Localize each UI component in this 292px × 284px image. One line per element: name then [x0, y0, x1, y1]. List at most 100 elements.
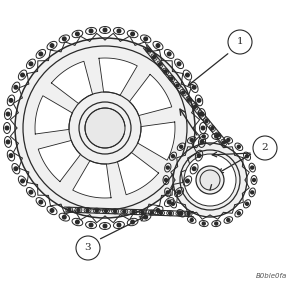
Polygon shape [129, 74, 172, 116]
Circle shape [215, 135, 218, 138]
Circle shape [132, 210, 135, 214]
Polygon shape [73, 161, 111, 198]
Circle shape [196, 166, 224, 194]
Polygon shape [38, 141, 81, 181]
Circle shape [171, 202, 175, 205]
Circle shape [180, 145, 183, 148]
Circle shape [167, 200, 171, 204]
Circle shape [29, 62, 33, 66]
Circle shape [200, 112, 204, 116]
Circle shape [180, 150, 240, 210]
Circle shape [227, 139, 230, 141]
Circle shape [147, 49, 150, 51]
Circle shape [50, 44, 54, 47]
Circle shape [211, 127, 214, 130]
Circle shape [205, 120, 208, 123]
Circle shape [166, 191, 169, 194]
Circle shape [170, 77, 173, 80]
Circle shape [190, 139, 193, 141]
Text: 2: 2 [262, 143, 268, 153]
Circle shape [182, 91, 185, 94]
Circle shape [177, 62, 181, 66]
Circle shape [237, 145, 240, 148]
Circle shape [95, 209, 98, 212]
Circle shape [29, 190, 33, 194]
Circle shape [5, 126, 9, 130]
Circle shape [89, 29, 93, 33]
Circle shape [156, 44, 160, 47]
Circle shape [103, 28, 107, 32]
Circle shape [251, 191, 254, 194]
Circle shape [197, 154, 201, 157]
Text: B0ble0fa: B0ble0fa [256, 273, 287, 279]
Circle shape [176, 84, 179, 87]
Circle shape [200, 140, 204, 144]
Circle shape [86, 209, 89, 212]
Circle shape [76, 220, 79, 224]
Circle shape [187, 212, 190, 215]
Circle shape [105, 210, 107, 212]
Circle shape [237, 212, 240, 215]
Polygon shape [138, 122, 175, 160]
Polygon shape [99, 58, 137, 95]
Circle shape [156, 209, 160, 212]
Circle shape [14, 85, 18, 89]
Circle shape [180, 212, 183, 215]
Circle shape [76, 236, 100, 260]
Text: 3: 3 [85, 243, 91, 252]
Circle shape [153, 56, 156, 59]
Circle shape [215, 222, 218, 225]
Circle shape [192, 167, 196, 170]
Circle shape [131, 32, 134, 36]
Circle shape [253, 179, 256, 181]
Circle shape [166, 166, 169, 169]
Polygon shape [35, 96, 72, 134]
Circle shape [123, 210, 126, 213]
Circle shape [227, 218, 230, 222]
Circle shape [144, 37, 147, 41]
Circle shape [186, 179, 189, 183]
Circle shape [62, 37, 66, 41]
Polygon shape [51, 61, 93, 104]
Circle shape [76, 32, 79, 36]
Circle shape [173, 143, 247, 217]
Circle shape [178, 212, 181, 215]
Circle shape [167, 52, 171, 56]
Circle shape [228, 30, 252, 54]
Circle shape [9, 99, 13, 102]
Circle shape [200, 170, 220, 190]
Circle shape [171, 155, 175, 158]
Circle shape [150, 211, 153, 214]
Circle shape [202, 222, 205, 225]
Circle shape [253, 136, 277, 160]
Circle shape [164, 70, 167, 73]
Circle shape [202, 135, 205, 138]
Circle shape [246, 155, 248, 158]
Circle shape [103, 224, 107, 228]
Circle shape [14, 167, 18, 170]
Circle shape [21, 73, 24, 77]
Circle shape [246, 202, 248, 205]
Circle shape [85, 108, 125, 148]
Circle shape [50, 209, 54, 212]
Circle shape [193, 105, 196, 108]
Circle shape [23, 46, 187, 210]
Circle shape [114, 210, 117, 213]
Circle shape [117, 29, 121, 33]
Circle shape [6, 140, 10, 144]
Circle shape [164, 179, 168, 181]
Circle shape [159, 63, 161, 66]
Circle shape [199, 112, 202, 116]
Circle shape [117, 223, 121, 227]
Circle shape [223, 141, 225, 144]
Circle shape [190, 218, 193, 222]
Circle shape [62, 215, 66, 219]
Circle shape [89, 223, 93, 227]
Circle shape [201, 126, 205, 130]
Circle shape [217, 134, 220, 137]
Circle shape [79, 102, 131, 154]
Circle shape [9, 154, 13, 157]
Circle shape [184, 154, 236, 206]
Circle shape [39, 52, 43, 56]
Circle shape [187, 98, 191, 101]
